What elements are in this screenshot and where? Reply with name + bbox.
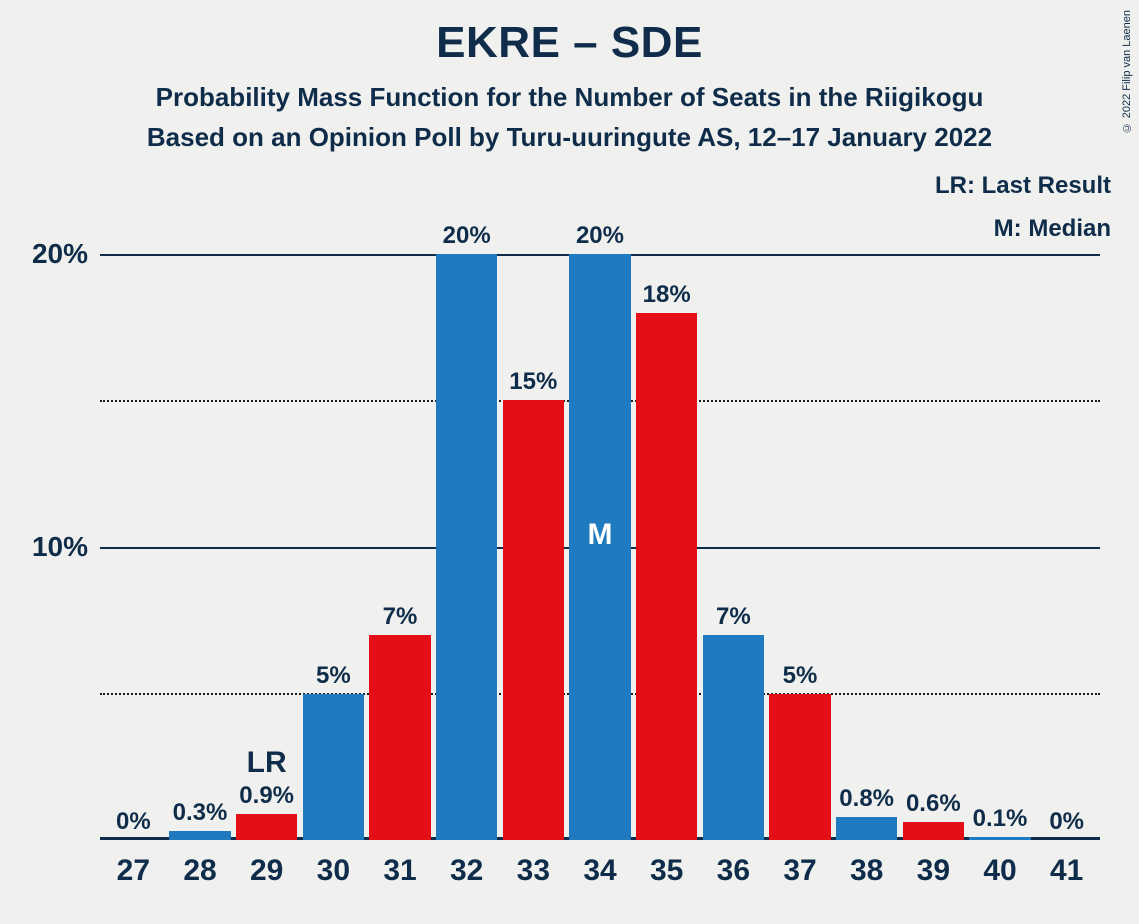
bar-39: 0.6% [903, 822, 964, 840]
x-axis-label: 39 [917, 840, 950, 888]
x-axis-label: 30 [317, 840, 350, 888]
x-axis-label: 28 [183, 840, 216, 888]
bar-34: 20%M [569, 254, 630, 840]
bar-value-label: 7% [383, 603, 418, 635]
x-axis-label: 37 [783, 840, 816, 888]
bar-value-label: 0.1% [973, 805, 1028, 837]
plot-area: 10%20%0%270.3%280.9%LR295%307%3120%3215%… [100, 210, 1100, 840]
x-axis-label: 41 [1050, 840, 1083, 888]
pmf-chart: EKRE – SDE Probability Mass Function for… [0, 0, 1139, 924]
bar-value-label: 20% [443, 222, 491, 254]
x-axis-label: 31 [383, 840, 416, 888]
bar-value-label: 0.8% [839, 785, 894, 817]
bar-32: 20% [436, 254, 497, 840]
x-axis-label: 33 [517, 840, 550, 888]
bar-value-label: 0.6% [906, 790, 961, 822]
x-axis-label: 34 [583, 840, 616, 888]
bar-value-label: 5% [316, 662, 351, 694]
x-axis-label: 36 [717, 840, 750, 888]
bar-value-label: 0.3% [173, 799, 228, 831]
bar-38: 0.8% [836, 817, 897, 840]
bar-36: 7% [703, 635, 764, 840]
legend-last-result: LR: Last Result [935, 172, 1111, 200]
bar-value-label: 0% [116, 808, 151, 840]
chart-subtitle-2: Based on an Opinion Poll by Turu-uuringu… [0, 122, 1139, 153]
bar-value-label: 5% [783, 662, 818, 694]
x-axis-label: 40 [983, 840, 1016, 888]
bar-28: 0.3% [169, 831, 230, 840]
bar-value-label: 15% [509, 368, 557, 400]
bar-29: 0.9%LR [236, 814, 297, 840]
x-axis-label: 35 [650, 840, 683, 888]
bar-value-label: 0% [1049, 808, 1084, 840]
copyright-notice: © 2022 Filip van Laenen [1121, 10, 1133, 133]
bar-value-label: 18% [643, 281, 691, 313]
last-result-marker: LR [247, 746, 287, 814]
x-axis-label: 29 [250, 840, 283, 888]
x-axis-label: 32 [450, 840, 483, 888]
bar-37: 5% [769, 694, 830, 841]
y-axis-label: 10% [8, 531, 88, 563]
x-axis-label: 27 [117, 840, 150, 888]
bar-30: 5% [303, 694, 364, 841]
x-axis-label: 38 [850, 840, 883, 888]
chart-title: EKRE – SDE [0, 18, 1139, 68]
y-axis-label: 20% [8, 238, 88, 270]
bar-35: 18% [636, 313, 697, 840]
chart-subtitle-1: Probability Mass Function for the Number… [0, 82, 1139, 113]
bar-value-label: 20% [576, 222, 624, 254]
bar-value-label: 7% [716, 603, 751, 635]
median-marker: M [587, 518, 612, 552]
bar-31: 7% [369, 635, 430, 840]
bar-33: 15% [503, 400, 564, 840]
